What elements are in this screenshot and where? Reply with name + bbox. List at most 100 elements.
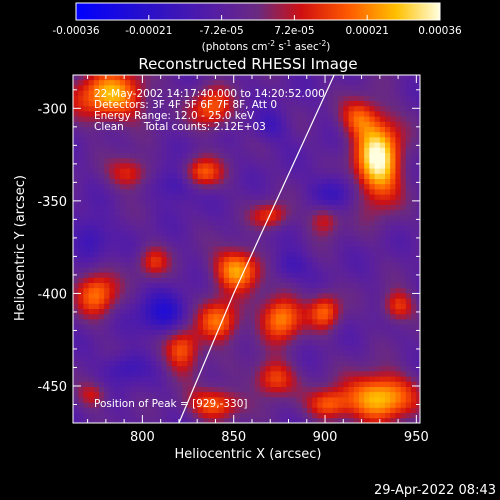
heatmap-cell bbox=[187, 319, 194, 326]
heatmap-cell bbox=[296, 215, 303, 222]
heatmap-cell bbox=[244, 168, 251, 175]
heatmap-cell bbox=[109, 402, 116, 409]
heatmap-cell bbox=[390, 345, 396, 352]
heatmap-cell bbox=[135, 309, 142, 315]
heatmap-cell bbox=[265, 231, 272, 237]
heatmap-cell bbox=[281, 163, 287, 170]
heatmap-cell bbox=[255, 179, 261, 185]
heatmap-cell bbox=[130, 205, 136, 211]
heatmap-cell bbox=[187, 153, 194, 159]
heatmap-cell bbox=[161, 267, 168, 274]
heatmap-cell bbox=[369, 319, 376, 326]
heatmap-cell bbox=[140, 147, 147, 154]
heatmap-cell bbox=[307, 309, 313, 315]
heatmap-cell bbox=[192, 298, 199, 305]
heatmap-cell bbox=[197, 241, 204, 248]
heatmap-cell bbox=[338, 101, 344, 107]
heatmap-cell bbox=[223, 75, 230, 81]
heatmap-cell bbox=[348, 251, 355, 258]
heatmap-cell bbox=[400, 121, 407, 128]
heatmap-cell bbox=[88, 402, 95, 409]
heatmap-cell bbox=[78, 163, 84, 170]
heatmap-cell bbox=[270, 345, 277, 352]
heatmap-cell bbox=[73, 75, 79, 81]
heatmap-cell bbox=[145, 387, 152, 393]
heatmap-cell bbox=[203, 257, 209, 263]
heatmap-cell bbox=[151, 173, 157, 180]
heatmap-cell bbox=[203, 111, 209, 118]
heatmap-cell bbox=[348, 173, 355, 180]
heatmap-cell bbox=[260, 277, 266, 284]
heatmap-cell bbox=[223, 288, 230, 294]
heatmap-cell bbox=[255, 314, 261, 320]
heatmap-cell bbox=[218, 366, 225, 372]
heatmap-cell bbox=[119, 293, 126, 300]
heatmap-cell bbox=[353, 277, 360, 284]
heatmap-cell bbox=[229, 80, 235, 86]
heatmap-cell bbox=[405, 257, 412, 263]
heatmap-cell bbox=[317, 288, 324, 294]
heatmap-cell bbox=[348, 293, 355, 300]
heatmap-cell bbox=[213, 387, 220, 393]
heatmap-cell bbox=[192, 288, 199, 294]
heatmap-cell bbox=[156, 173, 162, 180]
heatmap-cell bbox=[244, 366, 251, 372]
heatmap-cell bbox=[166, 215, 173, 222]
heatmap-cell bbox=[364, 121, 370, 128]
heatmap-cell bbox=[291, 210, 298, 216]
heatmap-cell bbox=[249, 116, 256, 123]
heatmap-cell bbox=[400, 106, 407, 112]
heatmap-cell bbox=[405, 324, 412, 331]
heatmap-cell bbox=[161, 75, 168, 81]
heatmap-cell bbox=[338, 199, 344, 206]
heatmap-cell bbox=[275, 407, 282, 414]
heatmap-cell bbox=[270, 80, 277, 86]
heatmap-cell bbox=[338, 173, 344, 180]
heatmap-cell bbox=[156, 381, 162, 388]
heatmap-cell bbox=[99, 381, 105, 388]
heatmap-cell bbox=[166, 132, 173, 138]
heatmap-cell bbox=[416, 267, 420, 274]
heatmap-cell bbox=[270, 340, 277, 346]
heatmap-cell bbox=[182, 314, 188, 320]
heatmap-cell bbox=[151, 127, 157, 133]
heatmap-cell bbox=[395, 413, 402, 419]
heatmap-cell bbox=[88, 163, 95, 170]
heatmap-cell bbox=[234, 147, 240, 154]
heatmap-cell bbox=[379, 267, 386, 274]
heatmap-cell bbox=[286, 277, 292, 284]
heatmap-cell bbox=[83, 199, 90, 206]
heatmap-cell bbox=[379, 366, 386, 372]
heatmap-cell bbox=[93, 199, 100, 206]
heatmap-cell bbox=[239, 179, 246, 185]
heatmap-cell bbox=[327, 345, 334, 352]
heatmap-cell bbox=[307, 303, 313, 310]
heatmap-cell bbox=[192, 90, 199, 97]
heatmap-cell bbox=[213, 418, 220, 423]
plot-frame bbox=[72, 74, 421, 424]
heatmap-cell bbox=[119, 392, 126, 398]
heatmap-cell bbox=[359, 376, 365, 383]
heatmap-cell bbox=[182, 340, 188, 346]
heatmap-cell bbox=[88, 246, 95, 253]
heatmap-cell bbox=[400, 381, 407, 388]
heatmap-cell bbox=[93, 236, 100, 242]
heatmap-cell bbox=[317, 95, 324, 102]
heatmap-cell bbox=[390, 205, 396, 211]
heatmap-cell bbox=[229, 272, 235, 279]
heatmap-cell bbox=[93, 288, 100, 294]
heatmap-cell bbox=[130, 220, 136, 227]
heatmap-cell bbox=[411, 319, 417, 326]
heatmap-cell bbox=[312, 101, 318, 107]
heatmap-cell bbox=[83, 402, 90, 409]
heatmap-cell bbox=[260, 194, 266, 201]
heatmap-cell bbox=[78, 241, 84, 248]
heatmap-cell bbox=[281, 340, 287, 346]
heatmap-cell bbox=[249, 418, 256, 423]
heatmap-cell bbox=[364, 262, 370, 268]
heatmap-cell bbox=[296, 137, 303, 144]
heatmap-cell bbox=[379, 293, 386, 300]
heatmap-cell bbox=[78, 101, 84, 107]
heatmap-cell bbox=[338, 106, 344, 112]
heatmap-cell bbox=[166, 418, 173, 423]
